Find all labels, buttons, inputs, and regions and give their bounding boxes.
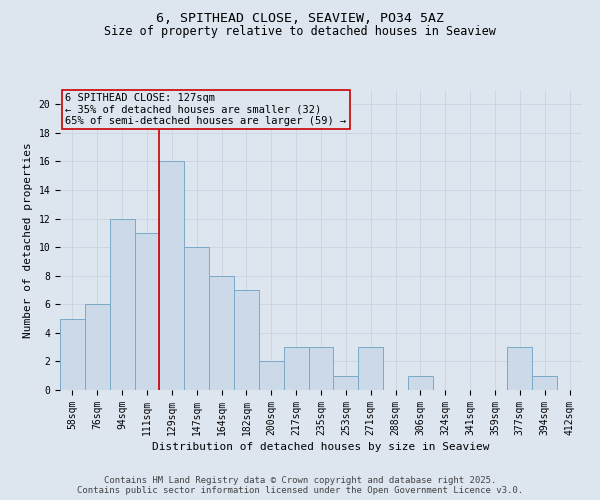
Bar xyxy=(60,318,85,390)
Bar xyxy=(308,347,334,390)
Bar xyxy=(334,376,358,390)
Text: 6, SPITHEAD CLOSE, SEAVIEW, PO34 5AZ: 6, SPITHEAD CLOSE, SEAVIEW, PO34 5AZ xyxy=(156,12,444,26)
Bar xyxy=(110,218,134,390)
Bar xyxy=(532,376,557,390)
Bar xyxy=(508,347,532,390)
Bar xyxy=(209,276,234,390)
Text: Size of property relative to detached houses in Seaview: Size of property relative to detached ho… xyxy=(104,25,496,38)
Bar xyxy=(160,162,184,390)
Bar xyxy=(259,362,284,390)
Text: Contains HM Land Registry data © Crown copyright and database right 2025.
Contai: Contains HM Land Registry data © Crown c… xyxy=(77,476,523,495)
Text: 6 SPITHEAD CLOSE: 127sqm
← 35% of detached houses are smaller (32)
65% of semi-d: 6 SPITHEAD CLOSE: 127sqm ← 35% of detach… xyxy=(65,93,346,126)
Bar xyxy=(358,347,383,390)
Y-axis label: Number of detached properties: Number of detached properties xyxy=(23,142,33,338)
Bar xyxy=(134,233,160,390)
Bar xyxy=(234,290,259,390)
X-axis label: Distribution of detached houses by size in Seaview: Distribution of detached houses by size … xyxy=(152,442,490,452)
Bar xyxy=(284,347,308,390)
Bar xyxy=(184,247,209,390)
Bar xyxy=(85,304,110,390)
Bar xyxy=(408,376,433,390)
